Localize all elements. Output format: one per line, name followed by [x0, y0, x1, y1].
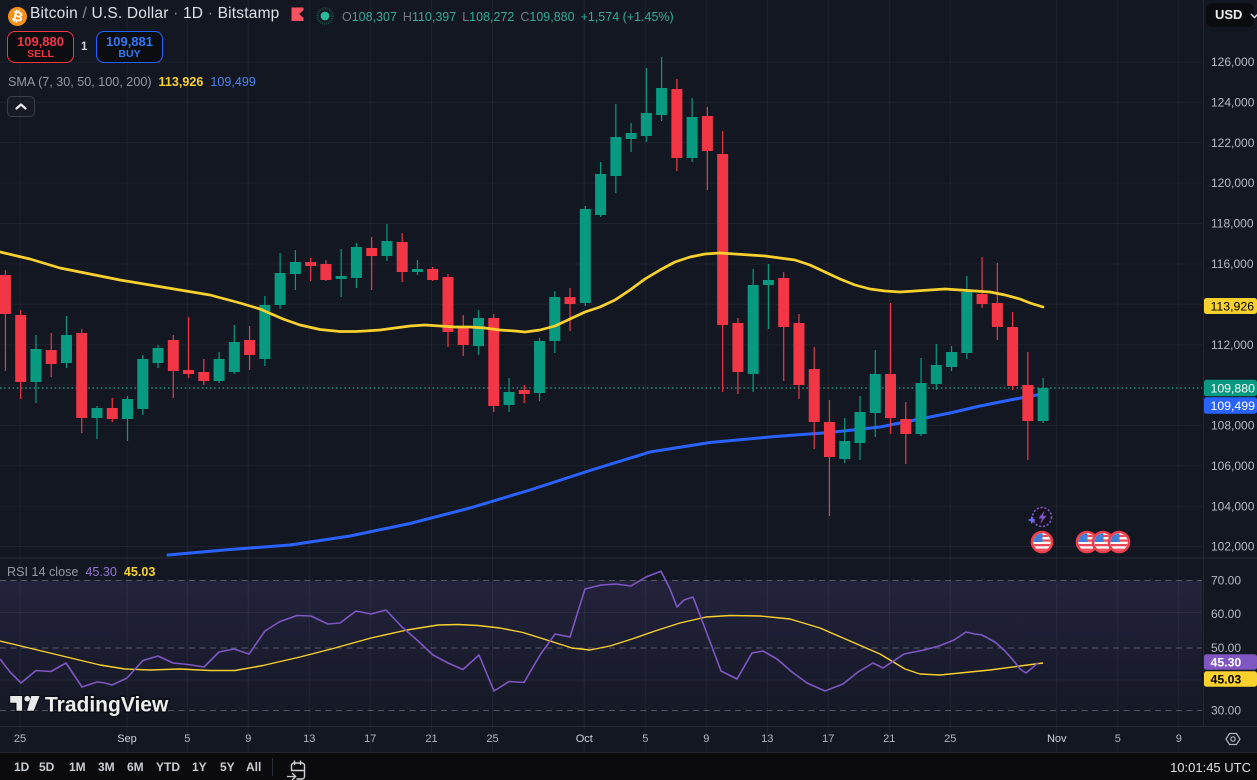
svg-text:21: 21: [425, 733, 437, 745]
svg-text:113,926: 113,926: [1211, 299, 1255, 313]
svg-text:45.03: 45.03: [1211, 672, 1242, 686]
svg-text:45.30: 45.30: [1211, 655, 1242, 669]
svg-text:104,000: 104,000: [1211, 499, 1255, 513]
svg-text:9: 9: [703, 733, 709, 745]
svg-text:109,880: 109,880: [1211, 381, 1256, 395]
svg-text:25: 25: [944, 733, 956, 745]
svg-text:118,000: 118,000: [1211, 217, 1254, 231]
svg-text:17: 17: [364, 733, 376, 745]
svg-text:60.00: 60.00: [1211, 607, 1241, 621]
svg-text:9: 9: [245, 733, 251, 745]
svg-text:116,000: 116,000: [1211, 257, 1254, 271]
svg-text:109,499: 109,499: [1211, 399, 1256, 413]
svg-text:5: 5: [642, 733, 648, 745]
svg-text:13: 13: [761, 733, 773, 745]
svg-text:120,000: 120,000: [1211, 176, 1255, 190]
svg-text:25: 25: [14, 733, 26, 745]
svg-text:Nov: Nov: [1047, 733, 1067, 745]
svg-text:122,000: 122,000: [1211, 136, 1255, 150]
svg-text:Oct: Oct: [576, 733, 593, 745]
svg-text:50.00: 50.00: [1211, 641, 1241, 655]
svg-text:30.00: 30.00: [1211, 704, 1241, 718]
svg-text:102,000: 102,000: [1211, 540, 1255, 554]
svg-text:108,000: 108,000: [1211, 419, 1255, 433]
svg-text:Sep: Sep: [117, 733, 137, 745]
svg-text:124,000: 124,000: [1211, 96, 1255, 110]
svg-text:25: 25: [486, 733, 498, 745]
svg-text:17: 17: [822, 733, 834, 745]
svg-text:5: 5: [1115, 733, 1121, 745]
svg-text:21: 21: [883, 733, 895, 745]
svg-text:70.00: 70.00: [1211, 574, 1241, 588]
svg-text:112,000: 112,000: [1211, 338, 1254, 352]
svg-text:TradingView: TradingView: [45, 694, 169, 717]
svg-text:106,000: 106,000: [1211, 459, 1255, 473]
svg-text:126,000: 126,000: [1211, 55, 1255, 69]
svg-text:5: 5: [184, 733, 190, 745]
svg-text:9: 9: [1176, 733, 1182, 745]
svg-text:13: 13: [303, 733, 315, 745]
